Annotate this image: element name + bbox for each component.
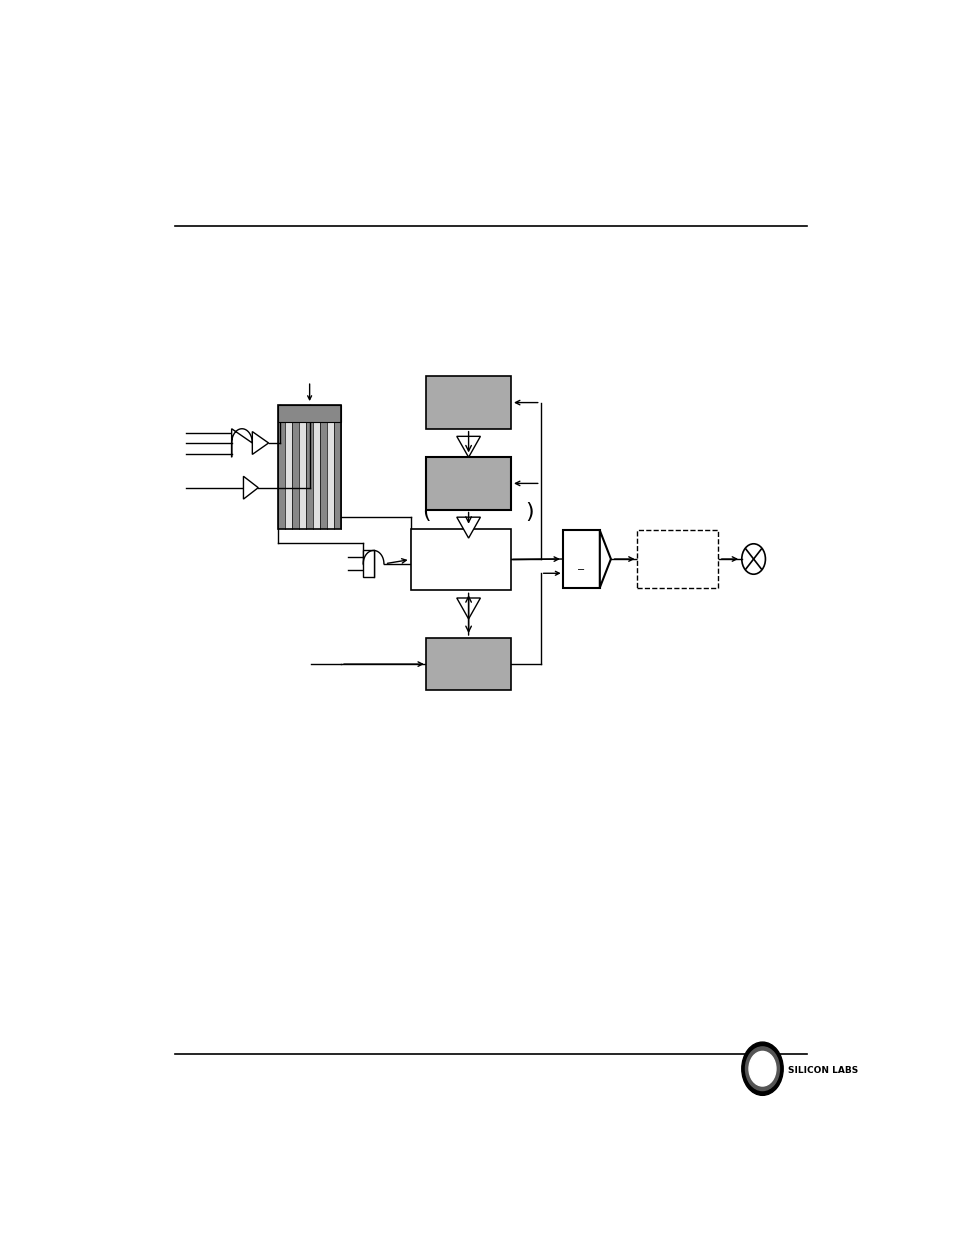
Circle shape xyxy=(744,1047,779,1091)
Bar xyxy=(306,405,313,529)
Bar xyxy=(299,405,306,529)
Bar xyxy=(334,405,341,529)
Bar xyxy=(313,405,320,529)
Text: ): ) xyxy=(525,503,534,522)
Text: SILICON LABS: SILICON LABS xyxy=(787,1066,858,1076)
Bar xyxy=(278,405,341,529)
Polygon shape xyxy=(456,436,480,457)
Bar xyxy=(562,531,599,588)
Bar xyxy=(637,531,718,588)
Text: (: ( xyxy=(421,503,430,522)
Polygon shape xyxy=(456,517,480,538)
Circle shape xyxy=(748,1051,775,1086)
Polygon shape xyxy=(456,598,480,619)
Bar xyxy=(363,551,374,577)
Bar xyxy=(285,405,292,529)
Bar xyxy=(278,405,285,529)
Bar xyxy=(411,529,511,590)
Bar xyxy=(426,457,511,510)
Bar xyxy=(278,405,341,422)
Bar xyxy=(327,405,334,529)
Bar xyxy=(292,405,299,529)
Polygon shape xyxy=(599,531,610,588)
Bar xyxy=(320,405,327,529)
Bar xyxy=(426,377,511,429)
Text: −: − xyxy=(577,566,585,576)
Polygon shape xyxy=(232,429,252,457)
Polygon shape xyxy=(252,431,269,454)
Circle shape xyxy=(741,1042,782,1095)
Polygon shape xyxy=(243,477,258,499)
Bar xyxy=(426,638,511,690)
